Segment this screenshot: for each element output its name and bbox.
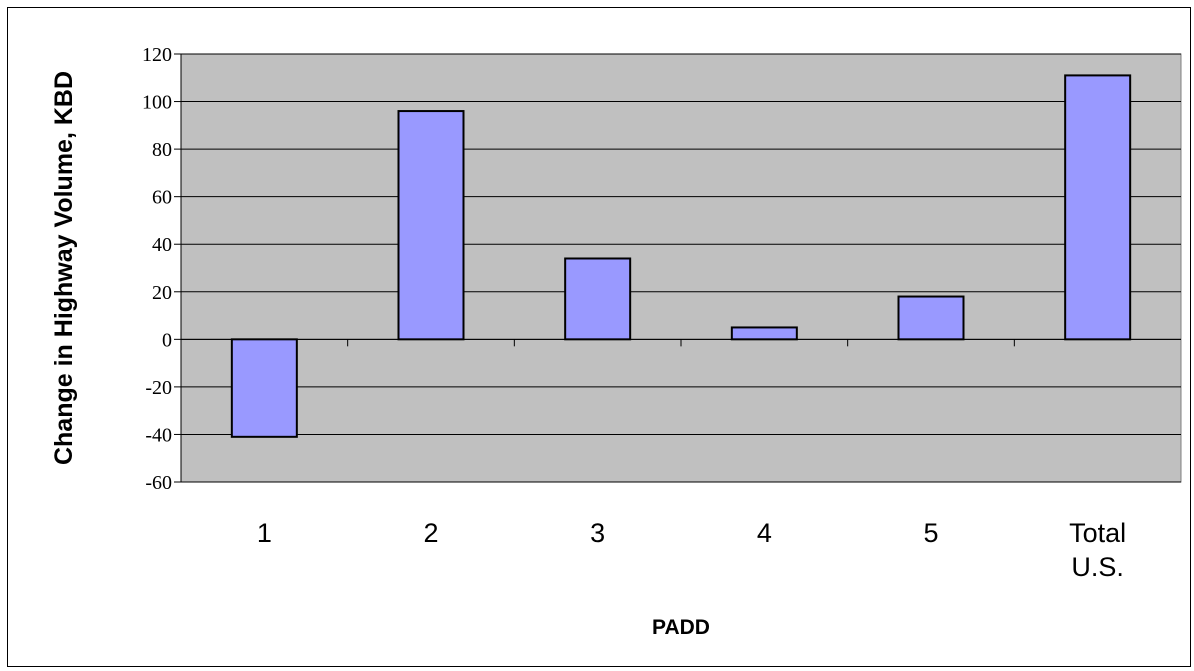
x-tick-labels: 1 2 3 4 5 Total U.S.: [257, 518, 1126, 582]
x-tick-label: 1: [257, 518, 272, 548]
x-tick-label: 3: [590, 518, 605, 548]
y-tick-label: 60: [152, 187, 172, 209]
y-tick-labels: -60 -40 -20 0 20 40 60 80 100 120: [142, 44, 172, 494]
bar: [564, 257, 632, 341]
plot-area: [180, 53, 1182, 483]
x-tick-label: Total U.S.: [1069, 518, 1126, 582]
y-tick-label: -40: [145, 424, 172, 446]
bar: [730, 326, 798, 341]
bar: [1064, 74, 1132, 341]
y-tick-label: 80: [152, 139, 172, 161]
y-tick-label: -60: [145, 472, 172, 494]
y-tick-label: 120: [142, 44, 172, 66]
x-tick-label: 5: [923, 518, 938, 548]
y-tick-label: -20: [145, 377, 172, 399]
y-tick-label: 100: [142, 92, 172, 114]
gridlines: [181, 53, 1181, 483]
y-tick-label: 20: [152, 282, 172, 304]
x-axis-title: PADD: [652, 616, 710, 639]
bar: [897, 295, 965, 341]
y-tick-label: 40: [152, 234, 172, 256]
x-tick-label: 4: [757, 518, 772, 548]
bar: [397, 110, 465, 341]
axes: [174, 53, 1181, 483]
bar: [230, 338, 298, 438]
y-axis-title: Change in Highway Volume, KBD: [50, 71, 78, 465]
x-tick-label: 2: [423, 518, 438, 548]
y-tick-label: 0: [162, 329, 172, 351]
